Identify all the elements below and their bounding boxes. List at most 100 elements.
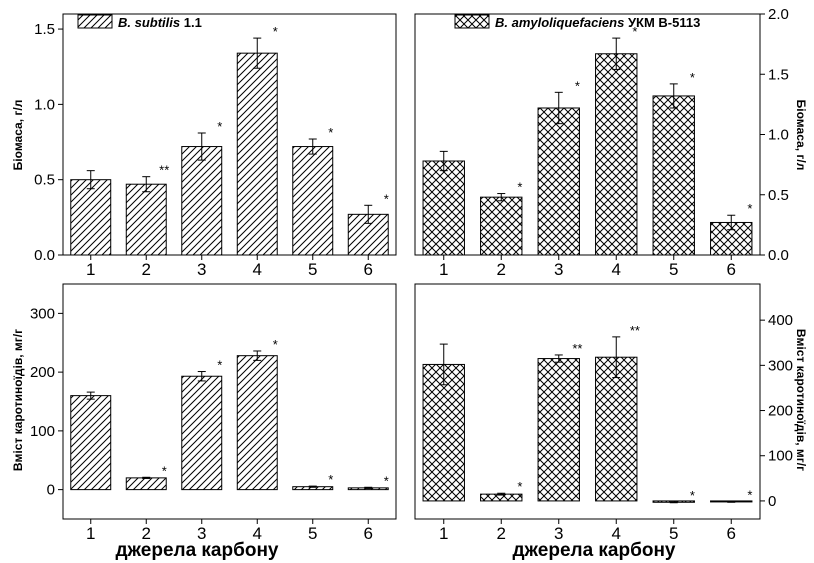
x-axis-title-left: джерела карбону xyxy=(115,540,278,561)
y-tick-label: 2.0 xyxy=(768,6,789,23)
x-tick-label: 3 xyxy=(197,260,206,279)
y-axis-title: Біомаса, г/л xyxy=(11,100,25,171)
legend-entry-2: B. amyloliquefaciens УКМ В-5113 xyxy=(454,14,700,30)
y-tick-label: 100 xyxy=(30,423,55,440)
significance-marker: * xyxy=(747,487,752,502)
x-tick-label: 5 xyxy=(308,260,317,279)
legend-species: B. subtilis xyxy=(118,15,180,30)
x-tick-label: 4 xyxy=(612,524,621,543)
y-tick-label: 300 xyxy=(768,357,793,374)
bar-3 xyxy=(181,375,223,491)
significance-marker: * xyxy=(162,463,167,478)
significance-marker: * xyxy=(517,479,522,494)
y-tick-label: 0.5 xyxy=(768,187,789,204)
y-tick-label: 0 xyxy=(47,482,55,499)
bar-4 xyxy=(595,53,638,256)
significance-marker: * xyxy=(747,201,752,216)
y-tick-label: 100 xyxy=(768,448,793,465)
y-tick-label: 0.0 xyxy=(768,247,789,264)
bar-1 xyxy=(70,179,112,256)
significance-marker: * xyxy=(217,358,222,373)
chart-panel-top-left: 0.0 0.5 1.0 1.5 1 ** 2 * 3 * 4 * 5 * 6 Біомаса, г/л xyxy=(11,13,397,279)
x-tick-label: 6 xyxy=(727,260,736,279)
bar-4 xyxy=(236,355,278,491)
y-tick-label: 1.5 xyxy=(768,66,789,83)
x-tick-label: 4 xyxy=(253,260,262,279)
legend-swatch xyxy=(77,14,113,29)
x-tick-label: 2 xyxy=(142,260,151,279)
legend-species: B. amyloliquefaciens xyxy=(495,15,624,30)
legend: B. subtilis 1.1 B. amyloliquefaciens УКМ … xyxy=(77,14,700,30)
legend-label: B. amyloliquefaciens УКМ В-5113 xyxy=(495,15,700,30)
bar-5 xyxy=(652,95,695,256)
y-tick-label: 200 xyxy=(30,364,55,381)
y-tick-label: 300 xyxy=(30,305,55,322)
bar-4 xyxy=(595,356,638,502)
bar-2 xyxy=(125,183,167,256)
bar-1 xyxy=(70,395,112,491)
legend-entry-1: B. subtilis 1.1 xyxy=(77,14,202,30)
legend-strain: УКМ В-5113 xyxy=(624,15,700,30)
x-tick-label: 1 xyxy=(439,260,448,279)
x-tick-label: 2 xyxy=(142,524,151,543)
bar-3 xyxy=(537,358,580,502)
significance-marker: * xyxy=(517,180,522,195)
chart-panel-bottom-left: 0 100 200 300 1 * 2 * 3 * 4 * 5 * 6 Вміст каротиноїдів,… xyxy=(11,283,397,543)
x-tick-label: 6 xyxy=(364,524,373,543)
significance-marker: * xyxy=(690,70,695,85)
bar-4 xyxy=(236,52,278,256)
significance-marker: * xyxy=(328,125,333,140)
y-tick-label: 1.0 xyxy=(34,96,55,113)
plot-frame xyxy=(414,13,761,256)
x-tick-label: 1 xyxy=(86,524,95,543)
y-axis-title: Вміст каротиноїдів, мг/г xyxy=(11,329,25,471)
significance-marker: ** xyxy=(159,163,169,178)
x-tick-label: 3 xyxy=(197,524,206,543)
significance-marker: * xyxy=(273,24,278,39)
bar-5 xyxy=(292,146,334,256)
x-tick-label: 5 xyxy=(669,260,678,279)
legend-label: B. subtilis 1.1 xyxy=(118,15,202,30)
significance-marker: ** xyxy=(572,341,582,356)
significance-marker: * xyxy=(217,119,222,134)
plot-frame xyxy=(62,13,397,256)
x-tick-label: 2 xyxy=(497,524,506,543)
chart-panel-top-right: 0.0 0.5 1.0 1.5 2.0 1 * 2 * 3 * 4 * 5 * 6 Біомаса, г/л xyxy=(414,6,808,279)
significance-marker: * xyxy=(384,473,389,488)
significance-marker: * xyxy=(575,78,580,93)
y-tick-label: 0 xyxy=(768,493,776,510)
y-tick-label: 1.0 xyxy=(768,127,789,144)
bar-1 xyxy=(422,160,465,256)
significance-marker: * xyxy=(384,191,389,206)
x-tick-label: 6 xyxy=(364,260,373,279)
bar-2 xyxy=(125,477,167,491)
y-tick-label: 200 xyxy=(768,403,793,420)
y-tick-label: 400 xyxy=(768,312,793,329)
x-tick-label: 1 xyxy=(86,260,95,279)
x-tick-label: 3 xyxy=(554,260,563,279)
significance-marker: * xyxy=(632,24,637,39)
y-axis-title: Вміст каротиноїдів, мг/г xyxy=(794,329,808,471)
legend-strain: 1.1 xyxy=(180,15,202,30)
significance-marker: * xyxy=(273,337,278,352)
plot-frame xyxy=(62,283,397,520)
x-tick-label: 4 xyxy=(253,524,262,543)
significance-marker: ** xyxy=(630,323,640,338)
y-tick-label: 1.5 xyxy=(34,21,55,38)
bar-1 xyxy=(422,363,465,502)
plot-frame xyxy=(414,283,761,520)
chart-panel-bottom-right: 0 100 200 300 400 1 * 2 ** 3 ** 4 * 5 * 6 Вміст каротино… xyxy=(414,283,808,543)
y-axis-title: Біомаса, г/л xyxy=(794,100,808,171)
bar-2 xyxy=(480,196,523,256)
y-tick-label: 0.0 xyxy=(34,247,55,264)
x-tick-label: 3 xyxy=(554,524,563,543)
y-tick-label: 0.5 xyxy=(34,172,55,189)
x-tick-label: 5 xyxy=(669,524,678,543)
significance-marker: * xyxy=(328,472,333,487)
x-tick-label: 1 xyxy=(439,524,448,543)
x-tick-label: 5 xyxy=(308,524,317,543)
bar-3 xyxy=(181,146,223,256)
